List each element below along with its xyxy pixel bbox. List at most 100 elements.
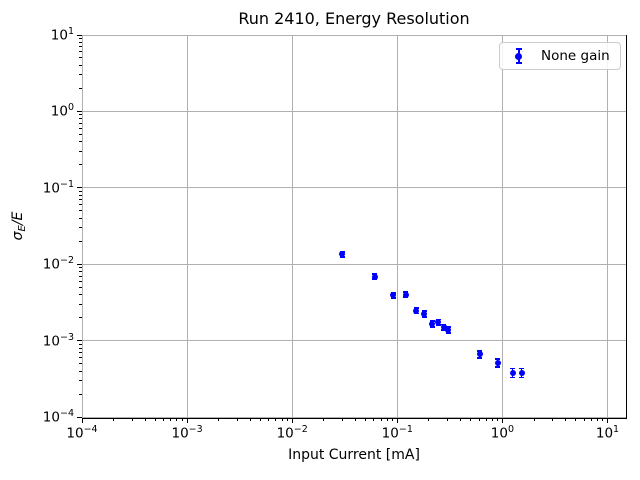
x-minor-tick xyxy=(131,418,133,421)
ylabel-sigma: σ xyxy=(10,231,26,241)
y-tick-label: 100 xyxy=(50,102,74,120)
x-minor-tick xyxy=(460,418,462,421)
y-minor-tick xyxy=(79,286,82,288)
data-point xyxy=(339,251,346,258)
x-minor-tick xyxy=(218,418,220,421)
error-bar-cap xyxy=(445,332,451,334)
y-tick-label: 10−3 xyxy=(42,331,74,350)
data-point xyxy=(429,320,436,327)
x-minor-tick xyxy=(596,418,598,421)
x-minor-tick xyxy=(236,418,238,421)
y-minor-tick xyxy=(79,227,82,229)
x-gridline xyxy=(81,35,83,417)
x-minor-tick xyxy=(533,418,535,421)
x-minor-tick xyxy=(170,418,172,421)
y-minor-tick xyxy=(79,380,82,382)
y-minor-tick xyxy=(79,127,82,129)
y-tick-label: 10−2 xyxy=(42,255,74,273)
x-minor-tick xyxy=(470,418,472,421)
data-point xyxy=(440,324,447,331)
y-gridline xyxy=(82,110,626,112)
y-gridline xyxy=(82,187,626,189)
error-bar-cap xyxy=(435,324,441,326)
x-tick-label: 100 xyxy=(490,424,514,442)
y-minor-tick xyxy=(79,51,82,53)
x-tick-label: 101 xyxy=(595,424,620,442)
plot-area xyxy=(82,35,627,419)
y-gridline xyxy=(82,340,626,342)
y-gridline xyxy=(82,34,626,36)
y-minor-tick xyxy=(79,217,82,219)
x-minor-tick xyxy=(154,418,156,421)
error-bar-cap xyxy=(510,367,516,370)
x-axis-label: Input Current [mA] xyxy=(288,447,420,463)
y-major-tick xyxy=(77,110,82,112)
x-gridline xyxy=(186,35,188,417)
y-minor-tick xyxy=(79,87,82,89)
y-tick-label: 10−1 xyxy=(42,178,74,197)
x-gridline xyxy=(291,35,293,417)
y-minor-tick xyxy=(79,267,82,269)
y-minor-tick xyxy=(79,204,82,206)
x-minor-tick xyxy=(478,418,480,421)
y-minor-tick xyxy=(79,150,82,152)
y-minor-tick xyxy=(79,280,82,282)
y-minor-tick xyxy=(79,357,82,359)
y-minor-tick xyxy=(79,240,82,242)
x-minor-tick xyxy=(354,418,356,421)
error-bar-cap xyxy=(421,315,427,318)
error-bar-cap xyxy=(429,326,435,328)
x-minor-tick xyxy=(176,418,178,421)
x-minor-tick xyxy=(491,418,493,421)
y-minor-tick xyxy=(79,194,82,196)
y-minor-tick xyxy=(79,118,82,120)
x-gridline xyxy=(396,35,398,417)
x-minor-tick xyxy=(249,418,251,421)
y-minor-tick xyxy=(79,46,82,48)
y-tick-label: 10−4 xyxy=(42,408,74,426)
y-major-tick xyxy=(77,340,82,342)
x-tick-label: 10−3 xyxy=(171,424,203,442)
y-minor-tick xyxy=(79,199,82,201)
y-minor-tick xyxy=(79,303,82,305)
y-major-tick xyxy=(77,187,82,189)
x-major-tick xyxy=(81,418,83,423)
x-minor-tick xyxy=(281,418,283,421)
x-minor-tick xyxy=(575,418,577,421)
data-point xyxy=(435,319,442,326)
x-tick-label: 10−2 xyxy=(276,424,308,442)
x-minor-tick xyxy=(260,418,262,421)
legend-entry-label: None gain xyxy=(541,48,610,64)
y-minor-tick xyxy=(79,133,82,135)
y-minor-tick xyxy=(79,294,82,296)
x-minor-tick xyxy=(323,418,325,421)
y-minor-tick xyxy=(79,370,82,372)
x-major-tick xyxy=(396,418,398,423)
x-major-tick xyxy=(186,418,188,423)
y-minor-tick xyxy=(79,74,82,76)
y-major-tick xyxy=(77,263,82,265)
y-minor-tick xyxy=(79,275,82,277)
y-gridline xyxy=(82,416,626,418)
error-bar-cap xyxy=(477,350,483,352)
x-minor-tick xyxy=(565,418,567,421)
error-bar-cap xyxy=(390,297,396,299)
y-minor-tick xyxy=(79,64,82,66)
y-minor-tick xyxy=(79,393,82,395)
y-minor-tick xyxy=(79,164,82,166)
error-bar-cap xyxy=(519,367,524,370)
x-minor-tick xyxy=(268,418,270,421)
x-major-tick xyxy=(291,418,293,423)
x-minor-tick xyxy=(144,418,146,421)
ylabel-rest: /E xyxy=(10,211,26,226)
y-major-tick xyxy=(77,416,82,418)
error-bar-cap xyxy=(495,358,501,361)
y-minor-tick xyxy=(79,210,82,212)
data-point xyxy=(445,326,452,333)
y-tick-label: 101 xyxy=(50,26,74,44)
y-minor-tick xyxy=(79,41,82,43)
error-bar-cap xyxy=(477,357,483,359)
x-minor-tick xyxy=(497,418,499,421)
y-minor-tick xyxy=(79,37,82,39)
